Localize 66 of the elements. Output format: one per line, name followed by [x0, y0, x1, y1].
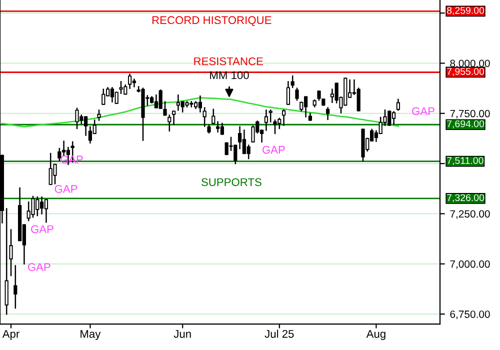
candlestick — [168, 114, 172, 132]
ref-line-label: 7,326.00 — [447, 194, 484, 202]
ref-line-label: 7,694.00 — [447, 120, 484, 128]
candlestick — [9, 229, 13, 276]
candlestick — [84, 116, 88, 136]
y-tick-label: 7,250.00 — [450, 210, 490, 219]
candlestick — [58, 148, 62, 161]
candlestick — [75, 108, 79, 130]
candlestick — [44, 199, 48, 223]
candlestick — [396, 98, 400, 111]
ref-line-label: 7,955.00 — [447, 68, 484, 76]
candlestick — [53, 164, 57, 184]
candlestick — [102, 88, 106, 105]
candlestick — [202, 107, 206, 127]
candlestick — [128, 74, 132, 89]
candlestick — [220, 122, 224, 135]
candlestick — [304, 96, 308, 118]
ref-line-label: 7,511.00 — [447, 157, 484, 166]
candlestick — [216, 121, 220, 132]
y-tick-label: 7,000.00 — [450, 260, 490, 270]
candlestick — [62, 140, 66, 156]
annotation: GAP — [31, 225, 54, 234]
candlestick — [176, 94, 180, 111]
candlestick — [110, 87, 114, 102]
candlestick — [356, 88, 360, 112]
annotation: MM 100 — [210, 71, 249, 80]
candlestick — [268, 110, 272, 122]
candlestick — [326, 107, 330, 120]
candlestick — [172, 110, 176, 126]
annotation: RESISTANCE — [194, 57, 263, 66]
candlestick — [242, 130, 246, 154]
x-tick-label: Aug — [366, 330, 386, 340]
ref-line-label: 8,259.00 — [447, 6, 484, 15]
candlestick — [286, 81, 290, 105]
candlestick — [114, 92, 118, 104]
candlestick — [392, 111, 396, 126]
candlestick — [119, 81, 123, 94]
candlestick — [31, 196, 35, 218]
y-tick-label: 7,750.00 — [450, 110, 490, 118]
annotation: GAP — [412, 107, 434, 116]
y-tick-label: 6,750.00 — [450, 310, 490, 320]
candlestick — [264, 110, 268, 131]
x-tick-label: Jul 25 — [264, 330, 294, 338]
x-tick-label: May — [80, 330, 101, 340]
candlestick — [251, 126, 255, 143]
x-tick-label: Apr — [2, 330, 20, 340]
annotation: SUPPORTS — [201, 178, 262, 186]
annotation: GAP — [262, 146, 285, 154]
annotation: RECORD HISTORIQUE — [152, 16, 272, 26]
candlestick — [295, 88, 299, 101]
candlestick — [97, 110, 101, 121]
annotation: GAP — [54, 185, 78, 193]
candlestick — [163, 101, 167, 116]
candlestick — [40, 196, 44, 214]
annotation: GAP — [28, 263, 50, 272]
candlestick — [158, 89, 162, 109]
candlestick — [212, 108, 216, 124]
candlestick — [282, 110, 286, 126]
candlestick — [273, 120, 277, 134]
candlestick — [88, 126, 92, 144]
y-tick-label: 8,000.00 — [450, 60, 490, 68]
candlestick — [290, 75, 294, 88]
candlestick — [132, 78, 136, 88]
x-tick-label: Jun — [174, 330, 191, 338]
candlestick — [198, 96, 202, 112]
candlestick — [14, 265, 18, 309]
